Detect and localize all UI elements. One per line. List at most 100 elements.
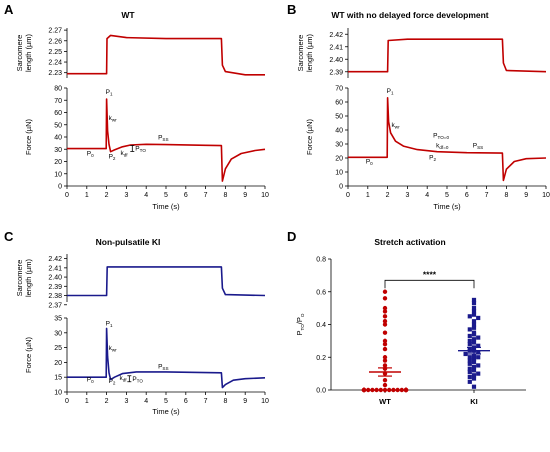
top-y-tick-label: 2.41 [48, 265, 62, 272]
force-trace [67, 98, 266, 182]
annotation-pss: PSS [158, 363, 168, 371]
data-point [471, 376, 477, 381]
annotation-p2: P2 [429, 154, 436, 162]
force-y-tick-label: 50 [54, 122, 62, 129]
annotation-kdf: kdf [119, 375, 127, 383]
force-y-tick-label: 30 [54, 147, 62, 154]
top-y-tick-label: 2.27 [48, 28, 62, 35]
top-y-tick-label: 2.42 [48, 256, 62, 263]
data-point [382, 346, 388, 352]
x-tick-label: 6 [184, 192, 188, 199]
force-trace [348, 97, 547, 182]
annotation-p1: P1 [387, 88, 394, 96]
top-y-tick-label: 2.41 [329, 44, 343, 51]
force-y-tick-label: 10 [54, 171, 62, 178]
force-y-tick-label: 70 [335, 86, 343, 93]
annotation-sub: 2 [434, 157, 437, 162]
data-point [366, 387, 371, 393]
top-y-axis-label: length (µm) [24, 33, 33, 72]
x-tick-label: 5 [164, 398, 168, 405]
annotation-pss: PSS [473, 143, 483, 151]
force-y-tick-label: 25 [54, 345, 62, 352]
category-label: KI [470, 397, 478, 406]
data-point [476, 371, 481, 376]
data-point [471, 309, 477, 314]
significance-bracket [384, 279, 475, 289]
force-y-tick-label: 40 [335, 128, 343, 135]
x-tick-label: 2 [105, 192, 109, 199]
data-point [467, 314, 472, 319]
annotation-base: P [473, 143, 477, 150]
data-point [382, 338, 388, 344]
x-tick-label: 6 [184, 398, 188, 405]
data-point [382, 309, 388, 314]
x-tick-label: 0 [65, 192, 69, 199]
data-point [471, 368, 477, 373]
data-point [370, 387, 375, 393]
y-tick-label: 0.2 [316, 355, 326, 362]
panel-letter: C [4, 229, 14, 244]
data-point [382, 363, 388, 368]
data-point [467, 374, 472, 379]
annotation-sub: 1 [110, 323, 113, 328]
data-point [382, 330, 388, 335]
force-y-tick-label: 0 [58, 184, 62, 191]
top-y-axis-label: Sarcomere [296, 35, 305, 72]
annotation-base: k [109, 115, 113, 122]
annotation-base: k [120, 150, 124, 157]
data-point [476, 315, 481, 321]
top-y-tick-label: 2.25 [48, 49, 62, 56]
sarcomere-length-trace [67, 266, 266, 297]
data-point [361, 387, 367, 393]
data-point [471, 297, 477, 303]
annotation-pto: PTO=0 [433, 133, 449, 141]
y-axis-label-part: P [295, 330, 304, 335]
x-tick-label: 9 [243, 398, 247, 405]
data-point [467, 338, 472, 343]
y-tick-label: 0.0 [316, 388, 326, 395]
x-tick-label: 9 [243, 192, 247, 199]
data-point [467, 366, 472, 371]
annotation-base: P [106, 320, 110, 327]
force-y-tick-label: 20 [54, 360, 62, 367]
data-point [471, 360, 477, 365]
panel-a: A WT 2.23 2.24 2.25 2.26 2.27 Sarcomere length (… [4, 2, 269, 211]
x-tick-label: 2 [105, 398, 109, 405]
annotation-sub: 2 [113, 156, 116, 161]
annotation-sub: TO=0 [437, 135, 449, 140]
data-point [467, 361, 472, 366]
x-tick-label: 10 [261, 192, 269, 199]
data-point [387, 387, 392, 393]
top-y-tick-label: 2.40 [329, 57, 343, 64]
x-tick-label: 8 [223, 192, 227, 199]
force-y-tick-label: 60 [335, 100, 343, 107]
annotation-sub: 0 [91, 153, 94, 158]
annotation-p0: P0 [87, 377, 94, 385]
data-point [382, 296, 388, 301]
data-point [471, 306, 477, 311]
data-point [382, 314, 388, 319]
annotation-kwr: kwr [109, 345, 118, 353]
data-point [471, 364, 477, 370]
annotation-base: P [87, 377, 91, 384]
x-tick-label: 4 [144, 192, 148, 199]
annotation-p0: P0 [87, 150, 94, 158]
x-axis-label: Time (s) [152, 407, 180, 416]
force-y-tick-label: 80 [54, 86, 62, 93]
data-point [467, 379, 472, 384]
data-point [399, 387, 404, 393]
x-tick-label: 8 [223, 398, 227, 405]
data-point [471, 301, 477, 306]
top-y-tick-label: 2.38 [48, 293, 62, 300]
top-y-axis-label: length (µm) [24, 258, 33, 297]
annotation-sub: wr [395, 125, 400, 130]
annotation-sub: SS [477, 145, 483, 150]
annotation-sub: TO [137, 378, 144, 383]
y-tick-label: 0.4 [316, 322, 326, 329]
x-tick-label: 7 [204, 398, 208, 405]
force-y-tick-label: 30 [54, 330, 62, 337]
annotation-sub: SS [162, 366, 168, 371]
data-point [382, 289, 388, 294]
x-tick-label: 10 [261, 398, 269, 405]
top-y-tick-label: 2.26 [48, 38, 62, 45]
